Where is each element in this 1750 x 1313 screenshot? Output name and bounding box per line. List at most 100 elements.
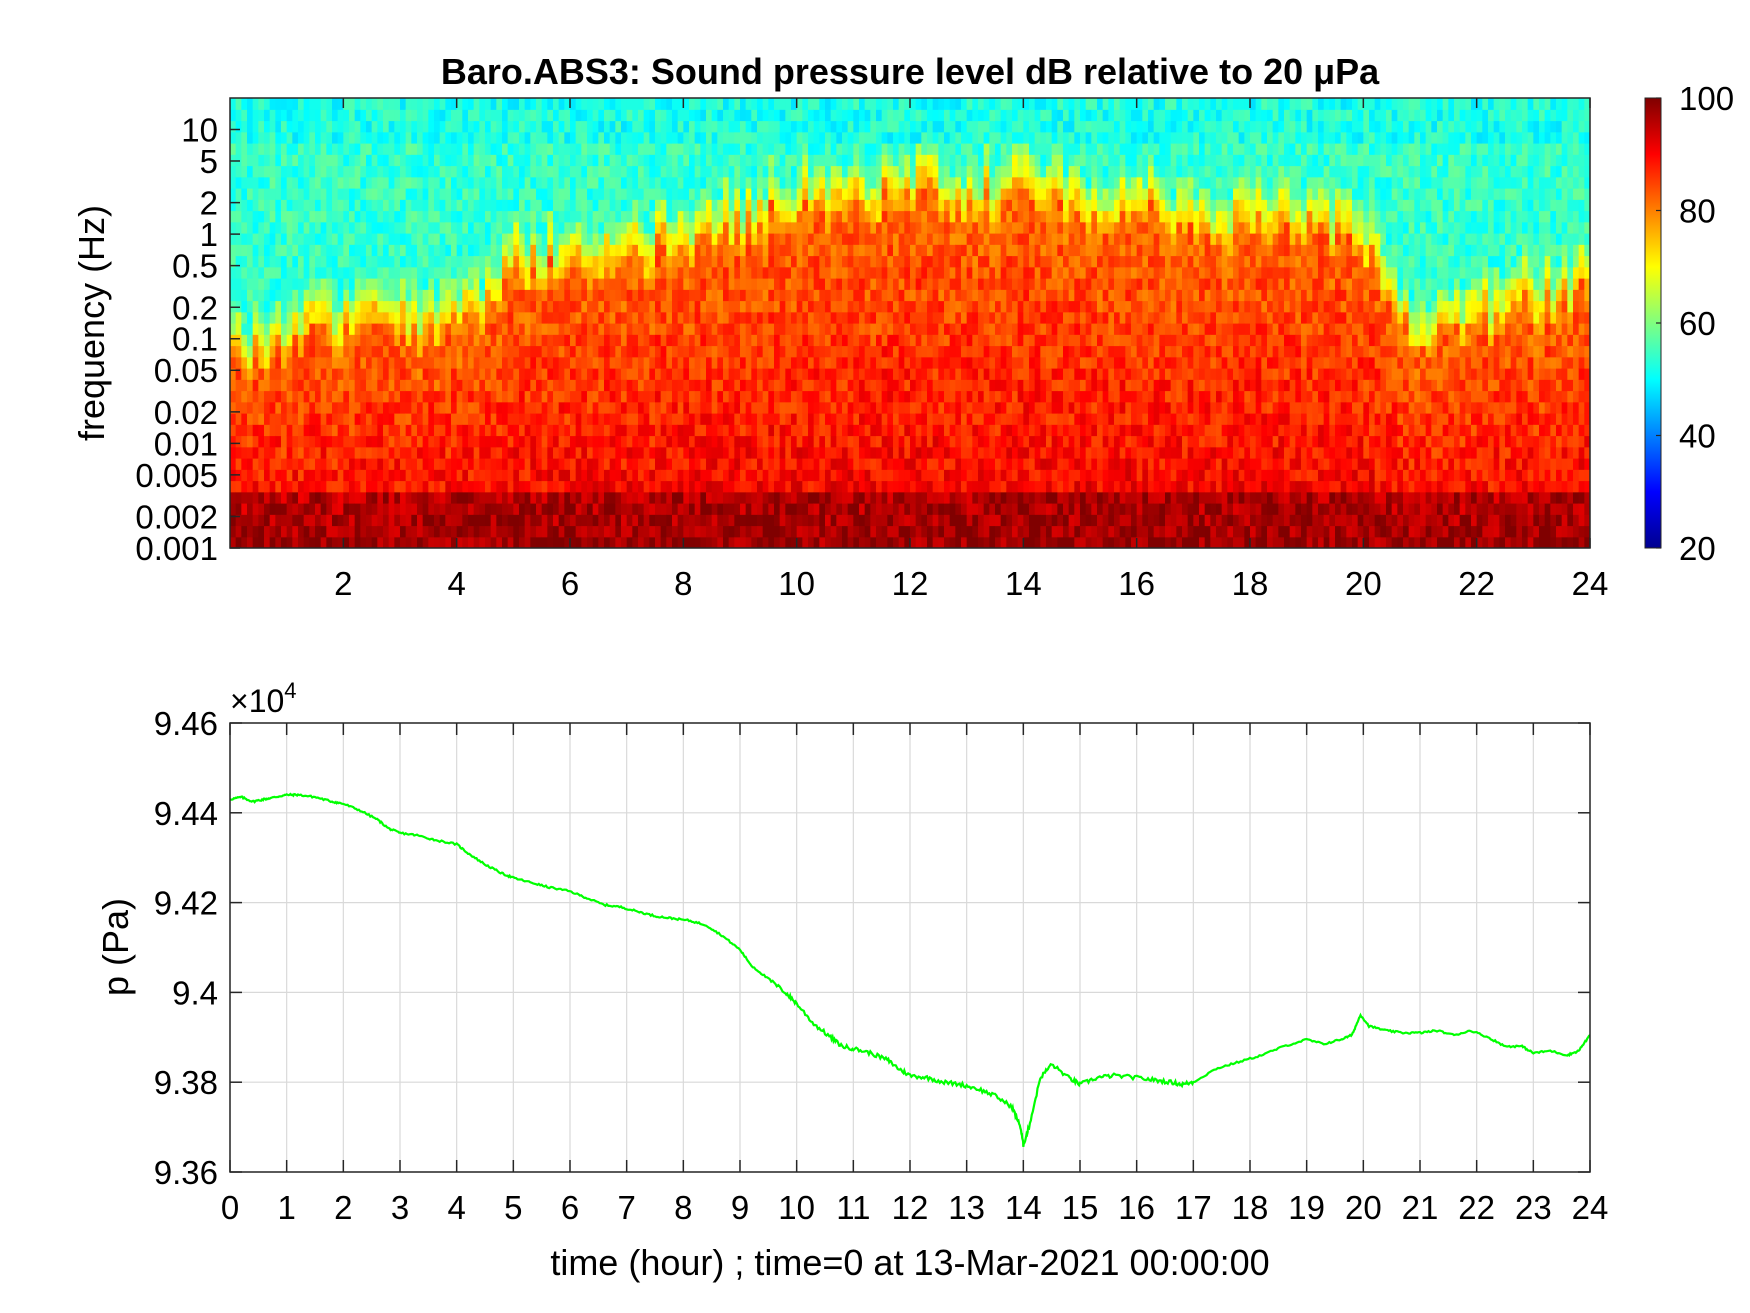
spectrogram-cell (541, 300, 548, 313)
spectrogram-cell (711, 165, 718, 178)
spectrogram-cell (394, 323, 401, 335)
spectrogram-cell (932, 435, 939, 448)
spectrogram-cell (332, 311, 339, 324)
spectrogram-cell (683, 469, 690, 482)
spectrogram-cell (893, 435, 900, 448)
spectrogram-cell (269, 379, 276, 392)
spectrogram-cell (609, 154, 616, 167)
spectrogram-cell (298, 199, 305, 212)
spectrogram-cell (910, 368, 917, 380)
spectrogram-cell (598, 154, 605, 167)
spectrogram-cell (553, 356, 560, 369)
spectrogram-cell (360, 345, 367, 358)
spectrogram-cell (757, 514, 764, 527)
spectrogram-cell (904, 255, 911, 268)
spectrogram-cell (422, 525, 429, 538)
spectrogram-cell (728, 435, 735, 448)
spectrogram-title: Baro.ABS3: Sound pressure level dB relat… (441, 51, 1380, 92)
spectrogram-cell (632, 154, 639, 167)
spectrogram-cell (405, 480, 412, 493)
spectrogram-cell (621, 345, 628, 358)
spectrogram-cell (734, 458, 741, 470)
spectrogram-cell (513, 266, 520, 279)
spectrogram-cell (768, 323, 775, 335)
spectrogram-cell (683, 536, 690, 548)
spectrogram-cell (677, 413, 684, 425)
spectrogram-cell (813, 154, 820, 167)
spectrogram-cell (864, 98, 871, 110)
spectrogram-cell (621, 311, 628, 324)
spectrogram-cell (626, 266, 633, 279)
spectrogram-cell (479, 458, 486, 470)
spectrogram-cell (910, 109, 917, 122)
spectrogram-cell (553, 233, 560, 245)
spectrogram-cell (439, 390, 446, 403)
spectrogram-cell (626, 323, 633, 335)
spectrogram-cell (853, 266, 860, 279)
spectrogram-cell (876, 244, 883, 257)
spectrogram-cell (286, 491, 293, 504)
spectrogram-cell (592, 503, 599, 515)
spectrogram-cell (802, 176, 809, 189)
spectrogram-cell (791, 120, 798, 133)
spectrogram-cell (513, 413, 520, 425)
spectrogram-cell (655, 536, 662, 548)
spectrogram-cell (405, 334, 412, 347)
spectrogram-cell (547, 255, 554, 268)
spectrogram-cell (825, 413, 832, 425)
spectrogram-cell (241, 199, 248, 212)
spectrogram-cell (706, 120, 713, 133)
spectrogram-cell (791, 514, 798, 527)
spectrogram-cell (303, 199, 310, 212)
spectrogram-cell (303, 154, 310, 167)
spectrogram-cell (490, 424, 497, 437)
spectrogram-cell (819, 345, 826, 358)
spectrogram-cell (354, 131, 361, 144)
spectrogram-cell (728, 390, 735, 403)
spectrogram-cell (683, 109, 690, 122)
spectrogram-cell (876, 435, 883, 448)
spectrogram-cell (264, 435, 271, 448)
spectrogram-cell (655, 98, 662, 110)
spectrogram-cell (847, 289, 854, 302)
spectrogram-cell (269, 424, 276, 437)
spectrogram-cell (847, 345, 854, 358)
spectrogram-cell (394, 491, 401, 504)
spectrogram-cell (479, 289, 486, 302)
spectrogram-cell (570, 289, 577, 302)
spectrogram-cell (235, 289, 242, 302)
spectrogram-cell (547, 413, 554, 425)
spectrogram-cell (558, 379, 565, 392)
spectrogram-cell (490, 176, 497, 189)
spectrogram-cell (298, 143, 305, 155)
spectrogram-cell (904, 525, 911, 538)
spectrogram-cell (524, 491, 531, 504)
spectrogram-cell (570, 446, 577, 459)
spectrogram-cell (507, 446, 514, 459)
spectrogram-cell (519, 165, 526, 178)
spectrogram-cell (745, 458, 752, 470)
spectrogram-cell (598, 278, 605, 290)
spectrogram-cell (468, 143, 475, 155)
spectrogram-cell (751, 165, 758, 178)
spectrogram-cell (524, 143, 531, 155)
spectrogram-cell (343, 98, 350, 110)
spectrogram-cell (932, 536, 939, 548)
spectrogram-cell (230, 536, 237, 548)
spectrogram-cell (422, 503, 429, 515)
spectrogram-cell (864, 210, 871, 223)
spectrogram-cell (768, 514, 775, 527)
spectrogram-cell (411, 503, 418, 515)
spectrogram-cell (235, 266, 242, 279)
spectrogram-cell (598, 435, 605, 448)
spectrogram-cell (405, 188, 412, 200)
spectrogram-cell (366, 120, 373, 133)
spectrogram-cell (235, 503, 242, 515)
spectrogram-cell (366, 323, 373, 335)
spectrogram-cell (309, 379, 316, 392)
spectrogram-cell (706, 244, 713, 257)
spectrogram-cell (609, 143, 616, 155)
spectrogram-cell (298, 379, 305, 392)
spectrogram-cell (564, 491, 571, 504)
spectrogram-cell (394, 165, 401, 178)
